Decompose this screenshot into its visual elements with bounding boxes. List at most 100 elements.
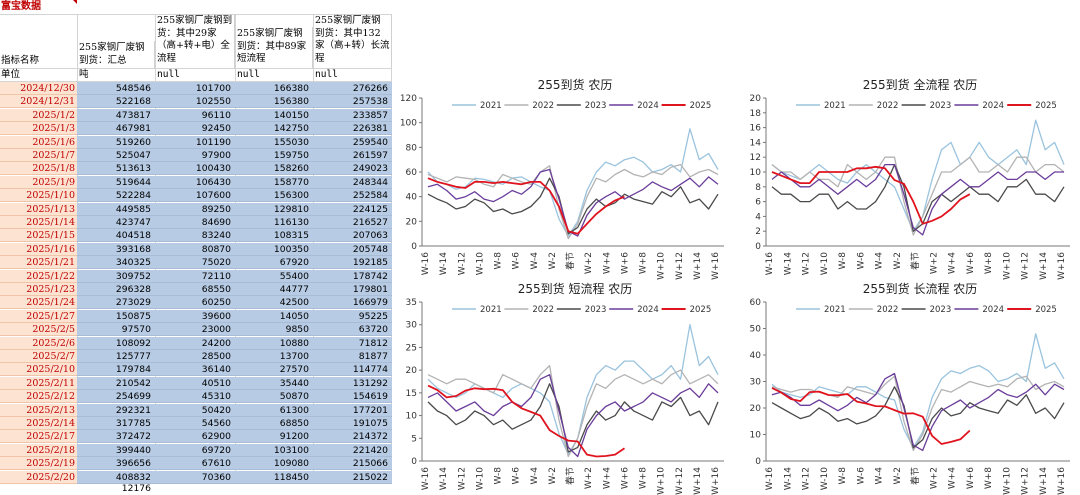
value-cell[interactable]: 191075 [313,417,392,430]
unit-cell[interactable]: null [157,69,180,80]
value-cell[interactable]: 393168 [77,242,155,256]
value-cell[interactable]: 154619 [313,390,392,404]
value-cell[interactable]: 252584 [313,189,392,203]
date-cell[interactable]: 2025/1/21 [0,256,77,270]
date-cell[interactable]: 2025/1/7 [0,149,77,162]
value-cell[interactable]: 96110 [155,108,235,122]
value-cell[interactable]: 108092 [77,336,155,350]
value-cell[interactable]: 27570 [235,363,313,377]
value-cell[interactable]: 522284 [77,189,155,203]
value-cell[interactable]: 67610 [155,457,235,471]
value-cell[interactable]: 44777 [235,283,313,296]
value-cell[interactable]: 103100 [235,443,313,457]
value-cell[interactable]: 396656 [77,457,155,471]
value-cell[interactable]: 45310 [155,390,235,404]
value-cell[interactable]: 158260 [235,162,313,176]
value-cell[interactable]: 55400 [235,269,313,283]
value-cell[interactable]: 63720 [313,323,392,337]
value-cell[interactable]: 309752 [77,269,155,283]
value-cell[interactable]: 166380 [235,82,313,95]
value-cell[interactable]: 83240 [155,229,235,243]
value-cell[interactable]: 28500 [155,350,235,363]
date-cell[interactable]: 2025/2/11 [0,376,77,390]
value-cell[interactable]: 9850 [235,323,313,337]
column-header-long-process[interactable]: 255家钢厂废钢到货：其中132家（高+转）长流程 [313,14,392,68]
date-cell[interactable]: 2025/1/13 [0,202,77,216]
value-cell[interactable]: 423747 [77,216,155,229]
value-cell[interactable]: 224125 [313,202,392,216]
value-cell[interactable]: 142750 [235,122,313,136]
value-cell[interactable]: 296328 [77,283,155,296]
value-cell[interactable]: 131292 [313,376,392,390]
value-cell[interactable]: 70360 [155,470,235,484]
date-cell[interactable]: 2024/12/31 [0,95,77,109]
date-cell[interactable]: 2025/2/10 [0,363,77,377]
value-cell[interactable]: 60250 [155,296,235,310]
value-cell[interactable]: 178742 [313,269,392,283]
value-cell[interactable]: 399440 [77,443,155,457]
value-cell[interactable]: 129810 [235,202,313,216]
unit-cell[interactable]: 吨 [79,69,89,80]
value-cell[interactable]: 101190 [155,135,235,149]
value-cell[interactable]: 467981 [77,122,155,136]
value-cell[interactable]: 548546 [77,82,155,95]
column-header-total[interactable]: 255家钢厂废钢到货：汇总 [77,41,155,68]
value-cell[interactable]: 408832 [77,470,155,484]
value-cell[interactable]: 179784 [77,363,155,377]
value-cell[interactable]: 102550 [155,95,235,109]
value-cell[interactable]: 156300 [235,189,313,203]
value-cell[interactable]: 150875 [77,309,155,323]
value-cell[interactable]: 226381 [313,122,392,136]
value-cell[interactable]: 100430 [155,162,235,176]
value-cell[interactable]: 84690 [155,216,235,229]
value-cell[interactable]: 61300 [235,403,313,417]
value-cell[interactable]: 210542 [77,376,155,390]
date-cell[interactable]: 2025/1/22 [0,269,77,283]
value-cell[interactable]: 97900 [155,149,235,162]
date-cell[interactable]: 2025/1/14 [0,216,77,229]
value-cell[interactable]: 522168 [77,95,155,109]
date-cell[interactable]: 2024/12/30 [0,82,77,95]
value-cell[interactable]: 68850 [235,417,313,430]
value-cell[interactable]: 273029 [77,296,155,310]
value-cell[interactable]: 179801 [313,283,392,296]
date-cell[interactable]: 2025/1/16 [0,242,77,256]
value-cell[interactable]: 292321 [77,403,155,417]
value-cell[interactable]: 519644 [77,175,155,189]
value-cell[interactable]: 114774 [313,363,392,377]
value-cell[interactable]: 69720 [155,443,235,457]
date-cell[interactable]: 2025/1/15 [0,229,77,243]
value-cell[interactable]: 75020 [155,256,235,270]
value-cell[interactable]: 95225 [313,309,392,323]
value-cell[interactable]: 81877 [313,350,392,363]
date-cell[interactable]: 2025/2/20 [0,470,77,484]
value-cell[interactable]: 248344 [313,175,392,189]
date-cell[interactable]: 2025/1/8 [0,162,77,176]
value-cell[interactable]: 36140 [155,363,235,377]
value-cell[interactable]: 207063 [313,229,392,243]
value-cell[interactable]: 156380 [235,95,313,109]
value-cell[interactable]: 372472 [77,430,155,444]
date-cell[interactable]: 2025/2/17 [0,430,77,444]
value-cell[interactable]: 42500 [235,296,313,310]
value-cell[interactable]: 216527 [313,216,392,229]
value-cell[interactable]: 276266 [313,82,392,95]
value-cell[interactable]: 23000 [155,323,235,337]
value-cell[interactable]: 101700 [155,82,235,95]
value-cell[interactable]: 54560 [155,417,235,430]
value-cell[interactable]: 317785 [77,417,155,430]
value-cell[interactable]: 519260 [77,135,155,149]
date-cell[interactable]: 2025/1/3 [0,122,77,136]
value-cell[interactable]: 125777 [77,350,155,363]
value-cell[interactable]: 100350 [235,242,313,256]
value-cell[interactable]: 214372 [313,430,392,444]
value-cell[interactable]: 261597 [313,149,392,162]
unit-cell[interactable]: null [315,69,338,80]
value-cell[interactable]: 106430 [155,175,235,189]
date-cell[interactable]: 2025/2/13 [0,403,77,417]
value-cell[interactable]: 449585 [77,202,155,216]
date-cell[interactable]: 2025/2/12 [0,390,77,404]
value-cell[interactable]: 35440 [235,376,313,390]
value-cell[interactable]: 140150 [235,108,313,122]
value-cell[interactable]: 159750 [235,149,313,162]
